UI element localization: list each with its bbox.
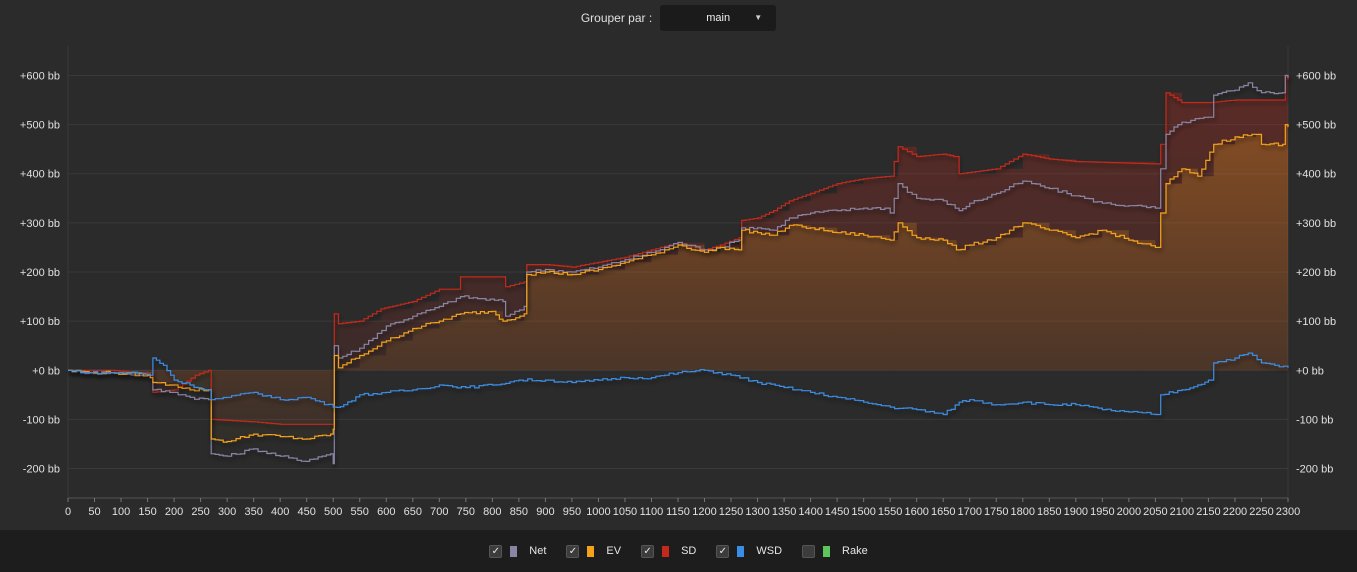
x-tick-label: 600 [377,506,395,518]
x-tick-label: 300 [218,506,236,518]
series-line-ev [68,124,1289,443]
toolbar: Grouper par : main ▼ [0,0,1357,36]
x-tick-label: 800 [483,506,501,518]
y-tick-label-right: +400 bb [1296,169,1336,181]
x-tick-label: 1300 [745,506,769,518]
x-tick-label: 2050 [1143,506,1167,518]
x-tick-label: 1850 [1037,506,1061,518]
x-tick-label: 1800 [1011,506,1035,518]
y-tick-label-left: +100 bb [20,316,60,328]
x-tick-label: 2200 [1223,506,1247,518]
legend-checkbox-rake[interactable] [802,544,816,558]
group-by-value: main [706,12,731,24]
legend-item-net[interactable]: ✓ Net [489,544,547,558]
x-tick-label: 1700 [957,506,981,518]
x-tick-label: 1150 [666,506,690,518]
legend-label-ev: EV [606,545,622,557]
legend-checkbox-sd[interactable]: ✓ [641,544,655,558]
y-tick-label-right: +200 bb [1296,267,1336,279]
chevron-down-icon: ▼ [754,13,763,22]
legend-swatch-net [510,545,518,557]
x-tick-label: 1950 [1090,506,1114,518]
x-tick-label: 1400 [798,506,822,518]
x-tick-label: 500 [324,506,342,518]
x-tick-label: 50 [88,506,100,518]
series-line-net [68,74,1289,465]
x-tick-label: 1500 [851,506,875,518]
x-tick-label: 250 [191,506,209,518]
legend-checkbox-wsd[interactable]: ✓ [716,544,730,558]
x-tick-label: 2100 [1170,506,1194,518]
x-tick-label: 1750 [984,506,1008,518]
group-by-select[interactable]: main ▼ [660,5,777,31]
x-tick-label: 350 [244,506,262,518]
x-tick-label: 700 [430,506,448,518]
legend-item-ev[interactable]: ✓ EV [566,544,622,558]
area-fill-ev [68,124,1288,442]
legend-swatch-sd [662,545,670,557]
y-tick-label-left: -100 bb [23,414,60,426]
y-tick-label-right: +0 bb [1296,365,1324,377]
x-tick-label: 200 [165,506,183,518]
y-tick-label-right: -200 bb [1296,464,1333,476]
legend-swatch-rake [823,545,831,557]
y-tick-label-left: +0 bb [32,365,60,377]
y-tick-label-left: +500 bb [20,120,60,132]
x-tick-label: 1250 [719,506,743,518]
y-tick-label-left: +300 bb [20,218,60,230]
x-tick-label: 2000 [1117,506,1141,518]
x-tick-label: 1600 [904,506,928,518]
x-tick-label: 1650 [931,506,955,518]
legend-label-sd: SD [681,545,697,557]
x-tick-label: 950 [563,506,581,518]
x-tick-label: 850 [510,506,528,518]
legend-item-wsd[interactable]: ✓ WSD [716,544,783,558]
x-tick-label: 1000 [586,506,610,518]
y-tick-label-right: +300 bb [1296,218,1336,230]
x-tick-label: 1200 [692,506,716,518]
y-tick-label-left: -200 bb [23,464,60,476]
x-tick-label: 1450 [825,506,849,518]
x-tick-label: 1050 [613,506,637,518]
x-tick-label: 2300 [1276,506,1300,518]
group-by-label: Grouper par : [580,11,653,25]
x-tick-label: 550 [351,506,369,518]
legend-label-wsd: WSD [756,545,783,557]
legend-label-net: Net [529,545,547,557]
x-tick-label: 900 [536,506,554,518]
y-tick-label-right: +100 bb [1296,316,1336,328]
x-tick-label: 100 [112,506,130,518]
x-tick-label: 650 [404,506,422,518]
y-tick-label-right: -100 bb [1296,414,1333,426]
x-tick-label: 2150 [1196,506,1220,518]
legend-item-sd[interactable]: ✓ SD [641,544,697,558]
y-tick-label-left: +600 bb [20,70,60,82]
y-tick-label-left: +200 bb [20,267,60,279]
legend-checkbox-net[interactable]: ✓ [489,544,503,558]
x-tick-label: 2250 [1249,506,1273,518]
x-tick-label: 1100 [640,506,664,518]
legend-label-rake: Rake [842,545,868,557]
x-tick-label: 400 [271,506,289,518]
legend-swatch-ev [587,545,595,557]
x-tick-label: 150 [138,506,156,518]
y-tick-label-right: +600 bb [1296,70,1336,82]
y-tick-label-left: +400 bb [20,169,60,181]
x-tick-label: 1550 [878,506,902,518]
y-tick-label-right: +500 bb [1296,120,1336,132]
legend-checkbox-ev[interactable]: ✓ [566,544,580,558]
legend-item-rake[interactable]: Rake [802,544,868,558]
legend-swatch-wsd [737,545,745,557]
x-tick-label: 750 [457,506,475,518]
x-tick-label: 1350 [772,506,796,518]
series-line-wsd [68,352,1289,416]
x-tick-label: 450 [298,506,316,518]
chart: +600 bb +600 bb +500 bb +500 bb +400 bb +400 … [20,46,1336,518]
legend: ✓ Net ✓ EV ✓ SD ✓ WSD Rake [0,530,1357,572]
x-tick-label: 0 [65,506,71,518]
x-tick-label: 1900 [1064,506,1088,518]
